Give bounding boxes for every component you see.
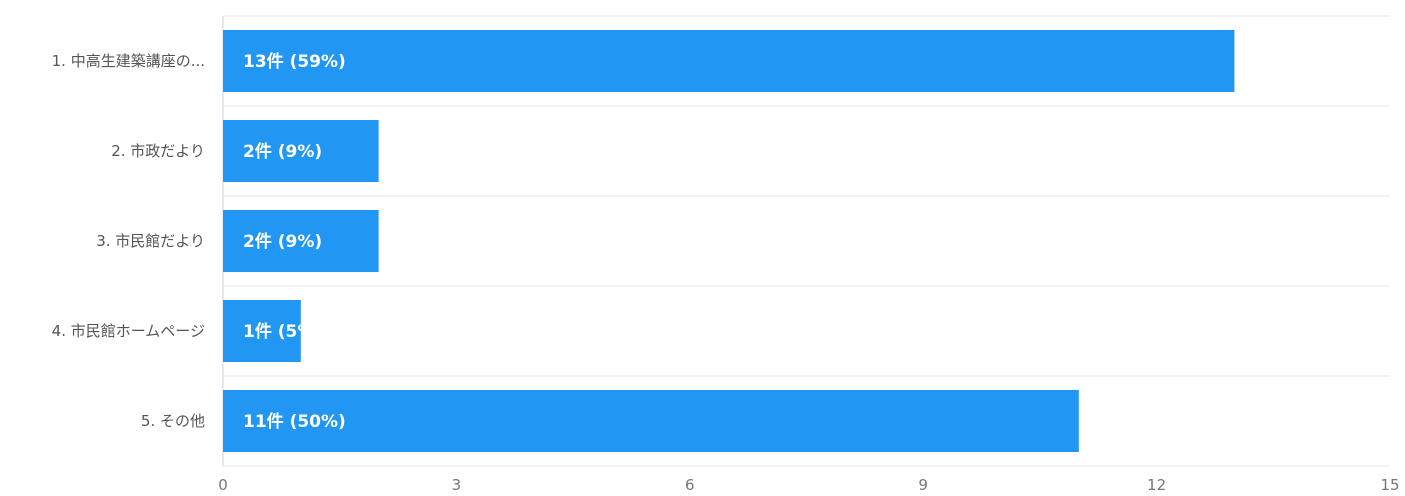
bar xyxy=(223,390,1079,452)
bar-value-label: 1件 (5%) xyxy=(243,321,322,342)
bar xyxy=(223,210,379,272)
x-tick-label: 12 xyxy=(1147,476,1166,494)
category-label: 4. 市民館ホームページ xyxy=(52,322,205,340)
category-labels: 1. 中高生建築講座の... 2. 市政だより 3. 市民館だより 4. 市民館ホーム… xyxy=(52,52,205,430)
category-label: 1. 中高生建築講座の... xyxy=(52,52,205,70)
bar xyxy=(223,300,301,362)
bar xyxy=(223,30,1235,92)
grid xyxy=(222,15,1390,467)
bar-value-label: 13件 (59%) xyxy=(243,51,346,72)
x-tick-label: 15 xyxy=(1380,476,1399,494)
bar-value-label: 2件 (9%) xyxy=(243,231,322,252)
category-label: 3. 市民館だより xyxy=(96,232,205,250)
category-label: 5. その他 xyxy=(141,412,205,430)
x-tick-label: 6 xyxy=(685,476,695,494)
bars: 13件 (59%) 2件 (9%) 2件 (9%) 1件 (5%) 11件 (50%) xyxy=(223,30,1235,452)
bar-value-label: 2件 (9%) xyxy=(243,141,322,162)
x-tick-label: 3 xyxy=(452,476,462,494)
bar xyxy=(223,120,379,182)
bar-value-label: 11件 (50%) xyxy=(243,411,346,432)
category-label: 2. 市政だより xyxy=(111,142,205,160)
x-axis-ticks: 0 3 6 9 12 15 xyxy=(218,476,1399,494)
x-tick-label: 9 xyxy=(918,476,928,494)
x-tick-label: 0 xyxy=(218,476,228,494)
